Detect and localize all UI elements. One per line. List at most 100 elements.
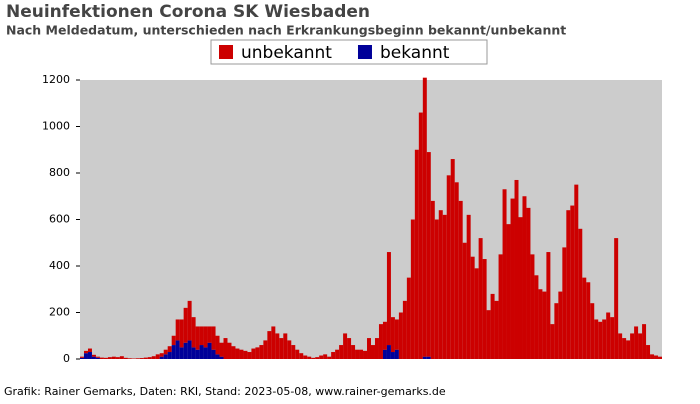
y-tick-label: 1000 xyxy=(42,120,70,133)
bar xyxy=(347,338,351,359)
bar xyxy=(192,317,196,347)
bar xyxy=(586,282,590,359)
bar xyxy=(550,324,554,359)
bar xyxy=(331,352,335,359)
bar xyxy=(355,350,359,359)
bar xyxy=(598,322,602,359)
bar xyxy=(96,357,100,358)
bar xyxy=(255,347,259,359)
bar xyxy=(188,301,192,341)
bar xyxy=(359,350,363,359)
bar xyxy=(371,345,375,359)
bar xyxy=(271,326,275,359)
bar xyxy=(367,338,371,359)
bar xyxy=(84,351,88,353)
bar xyxy=(208,326,212,342)
bar xyxy=(602,319,606,359)
bar xyxy=(427,357,431,359)
bar xyxy=(220,343,224,357)
bar xyxy=(235,349,239,359)
bar xyxy=(92,355,96,357)
bar xyxy=(303,356,307,359)
bar xyxy=(443,215,447,359)
bar xyxy=(534,275,538,359)
bar xyxy=(606,313,610,360)
bar xyxy=(423,78,427,357)
bar xyxy=(156,354,160,359)
legend-swatch xyxy=(219,45,233,59)
bar xyxy=(184,343,188,359)
bar xyxy=(148,357,152,359)
footer: Grafik: Rainer Gemarks, Daten: RKI, Stan… xyxy=(4,385,446,398)
bar xyxy=(160,353,164,356)
bar xyxy=(100,358,104,359)
bar xyxy=(263,340,267,359)
bar xyxy=(467,215,471,359)
bar xyxy=(267,331,271,359)
bar xyxy=(220,357,224,359)
bar xyxy=(403,301,407,359)
bar xyxy=(136,358,140,359)
bar xyxy=(439,210,443,359)
bar xyxy=(642,324,646,359)
bar xyxy=(622,338,626,359)
bar xyxy=(168,346,172,352)
bar xyxy=(112,357,116,359)
bar xyxy=(542,292,546,359)
bar xyxy=(224,338,228,359)
bar xyxy=(335,350,339,359)
bar xyxy=(610,317,614,359)
bar xyxy=(291,345,295,359)
bar xyxy=(92,357,96,359)
bar xyxy=(423,357,427,359)
bar xyxy=(363,351,367,359)
y-tick-label: 800 xyxy=(49,166,70,179)
bar xyxy=(200,345,204,359)
bar xyxy=(200,326,204,345)
bar xyxy=(387,252,391,345)
bar xyxy=(128,358,132,359)
bar xyxy=(518,217,522,359)
bar xyxy=(196,326,200,349)
y-tick-label: 600 xyxy=(49,213,70,226)
bar xyxy=(295,350,299,359)
bar xyxy=(247,352,251,359)
bar xyxy=(451,159,455,359)
bar xyxy=(395,350,399,359)
bar xyxy=(554,303,558,359)
bar xyxy=(164,350,168,355)
bar xyxy=(180,319,184,347)
bar xyxy=(239,350,243,359)
bar xyxy=(84,353,88,359)
bar xyxy=(574,185,578,359)
bar xyxy=(176,340,180,359)
bar xyxy=(108,357,112,359)
bar xyxy=(395,319,399,349)
bar xyxy=(299,353,303,359)
bar xyxy=(212,350,216,359)
bar xyxy=(546,252,550,359)
bar xyxy=(658,357,662,359)
bar xyxy=(415,150,419,359)
bar xyxy=(96,358,100,359)
bar xyxy=(447,175,451,359)
bar xyxy=(650,354,654,359)
bar xyxy=(251,349,255,359)
bar xyxy=(124,358,128,359)
bar xyxy=(475,268,479,359)
bar xyxy=(387,345,391,359)
bar xyxy=(180,347,184,359)
bar xyxy=(204,347,208,359)
bar xyxy=(327,357,331,359)
bar xyxy=(566,210,570,359)
bar xyxy=(208,343,212,359)
bar xyxy=(104,358,108,359)
bar xyxy=(594,319,598,359)
bar xyxy=(570,206,574,359)
bar xyxy=(578,229,582,359)
bar xyxy=(463,243,467,359)
chart-title: Neuinfektionen Corona SK Wiesbaden xyxy=(6,2,370,22)
bar xyxy=(558,292,562,359)
